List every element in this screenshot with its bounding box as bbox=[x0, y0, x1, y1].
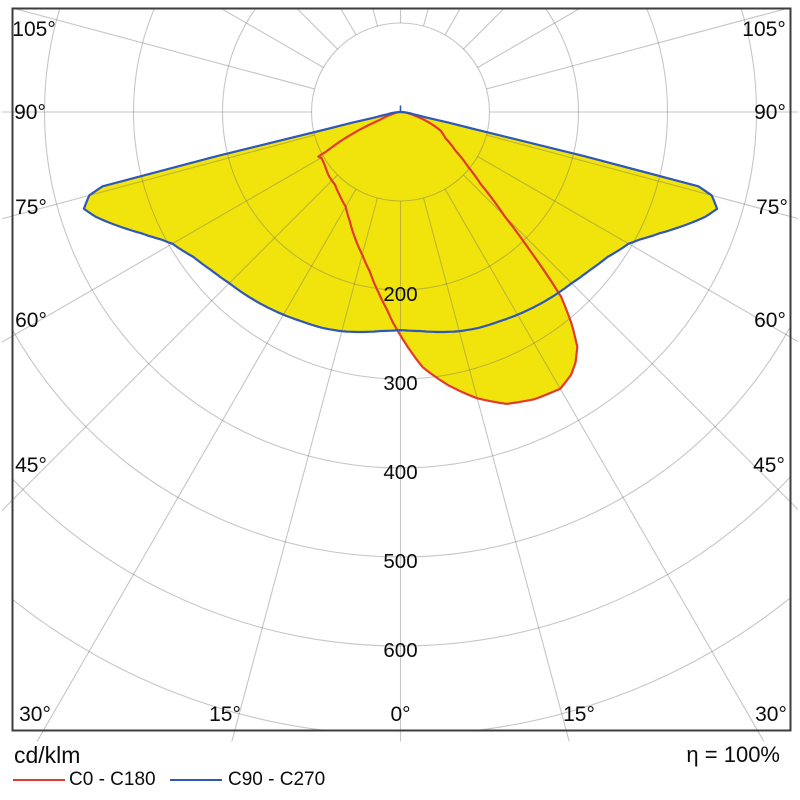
units-label: cd/klm bbox=[14, 742, 81, 768]
ring-label-200: 200 bbox=[383, 283, 417, 306]
angle-label-8-15: 15° bbox=[563, 703, 595, 726]
grid-spoke-300 bbox=[2, 156, 324, 343]
angle-label-6-15: 15° bbox=[209, 703, 241, 726]
angle-label-14-105: 105° bbox=[742, 18, 785, 41]
distribution-fill bbox=[83, 112, 718, 404]
ring-label-500: 500 bbox=[383, 550, 417, 573]
yellow-light-distribution-area bbox=[83, 112, 718, 404]
radial-grid-rings bbox=[12, 8, 791, 731]
grid-ring-300 bbox=[133, 8, 668, 380]
curve-c0-c180 bbox=[317, 110, 579, 405]
legend-item-c0-c180: C0 - C180 bbox=[13, 768, 163, 792]
grid-spoke-105 bbox=[486, 8, 789, 90]
c0-c180-line-swatch bbox=[13, 779, 65, 781]
angle-label-9-30: 30° bbox=[755, 703, 787, 726]
grid-spoke-285 bbox=[2, 134, 315, 220]
angle-label-13-90: 90° bbox=[754, 101, 786, 124]
grid-spoke-30 bbox=[444, 188, 765, 742]
ring-label-300: 300 bbox=[383, 372, 417, 395]
grid-spoke-45 bbox=[463, 174, 798, 511]
grid-spoke-15 bbox=[423, 197, 570, 742]
angle-label-7-0: 0° bbox=[390, 703, 410, 726]
grid-spoke-75 bbox=[486, 134, 798, 220]
angle-label-5-30: 30° bbox=[19, 703, 51, 726]
ring-label-400: 400 bbox=[383, 461, 417, 484]
efficiency-label: η = 100% bbox=[686, 742, 780, 767]
legend-label-c90-c270: C90 - C270 bbox=[228, 769, 326, 790]
legend-item-c90-c270: C90 - C270 bbox=[170, 768, 340, 792]
grid-spoke-165 bbox=[423, 8, 429, 27]
angle-label-3-60: 60° bbox=[15, 309, 47, 332]
grid-ring-500 bbox=[12, 324, 791, 558]
angle-label-10-45: 45° bbox=[753, 454, 785, 477]
plot-frame bbox=[11, 7, 792, 732]
angle-label-2-75: 75° bbox=[15, 196, 47, 219]
grid-spoke-345 bbox=[231, 197, 378, 742]
ring-label-600: 600 bbox=[383, 639, 417, 662]
grid-ring-400 bbox=[44, 8, 757, 469]
angle-label-1-90: 90° bbox=[14, 101, 46, 124]
grid-ring-200 bbox=[222, 8, 579, 291]
angle-label-11-60: 60° bbox=[754, 309, 786, 332]
angle-labels: 105° 90° 75° 60° 45° 30° 15° 0° 15° 30° 45° 60° 75° 9… bbox=[12, 18, 788, 726]
c90-c270-line-swatch bbox=[170, 779, 222, 781]
angle-label-12-75: 75° bbox=[756, 196, 788, 219]
grid-spoke-195 bbox=[372, 8, 378, 27]
grid-spoke-315 bbox=[2, 174, 338, 512]
legend: C0 - C180 C90 - C270 bbox=[0, 768, 800, 794]
grid-ring-100 bbox=[310, 22, 491, 202]
grid-spoke-330 bbox=[36, 188, 357, 742]
grid-ring-600 bbox=[12, 475, 791, 647]
curve-c90-c270 bbox=[82, 110, 719, 334]
ring-labels: 200 300 400 500 600 bbox=[383, 283, 417, 662]
grid-spoke-255 bbox=[12, 8, 315, 90]
curves bbox=[82, 105, 719, 405]
legend-label-c0-c180: C0 - C180 bbox=[69, 769, 156, 790]
grid-spoke-60 bbox=[477, 156, 798, 343]
angle-label-4-45: 45° bbox=[15, 454, 47, 477]
angle-label-0-105: 105° bbox=[12, 18, 55, 41]
